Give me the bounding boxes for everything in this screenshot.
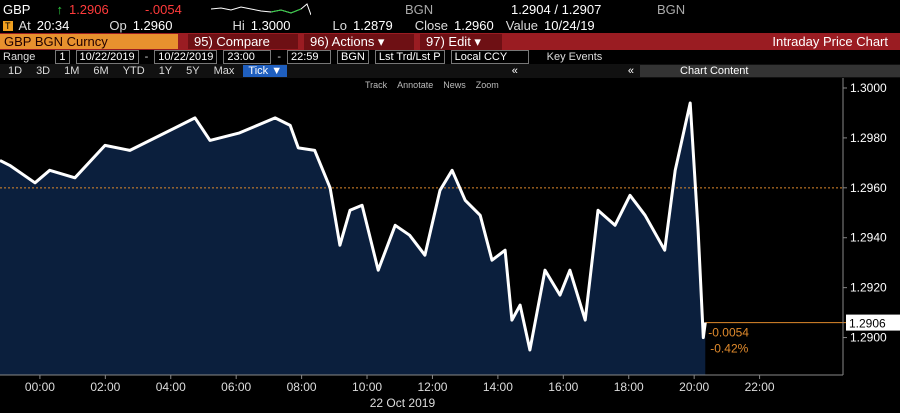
menu-bar: GBP BGN Curncy 95) Compare 96) Actions ▾… <box>0 33 900 50</box>
y-tick-label: 1.3000 <box>850 81 887 95</box>
period-button[interactable]: Max <box>213 65 235 77</box>
x-tick-label: 10:00 <box>352 380 382 394</box>
label: - <box>277 51 282 63</box>
field[interactable]: BGN <box>337 50 369 64</box>
x-tick-label: 22:00 <box>745 380 775 394</box>
period-button[interactable]: Tick ▼ <box>243 65 288 77</box>
period-button[interactable]: YTD <box>122 65 145 77</box>
x-tick-label: 00:00 <box>25 380 55 394</box>
area <box>0 103 706 375</box>
quote-bar: GBP ↑ 1.2906 -.0054 BGN 1.2904 / 1.2907 … <box>3 1 686 17</box>
y-tick-label: 1.2960 <box>850 181 887 195</box>
period-button[interactable]: 5Y <box>186 65 200 77</box>
label: Op <box>109 18 127 33</box>
field[interactable]: Lst Trd/Lst P <box>374 50 445 64</box>
tool[interactable]: News <box>443 80 466 90</box>
last-price-box <box>846 314 900 331</box>
x-tick-label: 04:00 <box>156 380 186 394</box>
stats-bar: T At 20:34 Op 1.2960 Hi 1.3000 Lo 1.2879 Clo… <box>0 18 900 33</box>
tools-bar: Track Annotate News Zoom <box>0 78 900 92</box>
change-pct-label: -0.42% <box>710 342 748 356</box>
y-tick-label: 1.2940 <box>850 231 887 245</box>
x-tick-label: 08:00 <box>287 380 317 394</box>
value: 1.2960 <box>132 18 173 33</box>
tool[interactable]: Track <box>365 80 388 90</box>
change-label: -0.0054 <box>708 326 749 340</box>
tool[interactable]: Annotate <box>397 80 434 90</box>
label: Range <box>3 51 36 63</box>
value: 10/24/19 <box>544 18 595 33</box>
field[interactable]: 23:00 <box>223 50 272 64</box>
x-tick-label: 18:00 <box>614 380 644 394</box>
button[interactable]: 96) Actions ▾ <box>304 33 414 50</box>
label: Lo <box>332 18 347 33</box>
period-button[interactable]: 1M <box>64 65 80 77</box>
change: -.0054 <box>144 1 182 17</box>
x-tick-label: 20:00 <box>679 380 709 394</box>
x-tick-label: 02:00 <box>90 380 120 394</box>
last: 1.2906 <box>68 1 109 17</box>
y-tick-label: 1.2900 <box>850 331 887 345</box>
x-axis-label: 22 Oct 2019 <box>370 396 436 410</box>
x-tick-label: 16:00 <box>548 380 578 394</box>
icon: T <box>3 20 13 31</box>
button[interactable]: 95) Compare <box>188 34 298 49</box>
x-tick-label: 06:00 <box>221 380 251 394</box>
period-bar: 1D 3D 1M 6M YTD 1Y 5Y Max Tick ▼ « « Chart Conten… <box>0 64 900 78</box>
period-button[interactable]: 6M <box>93 65 109 77</box>
y-tick-label: 1.2980 <box>850 131 887 145</box>
value: 20:34 <box>36 18 70 33</box>
tool[interactable]: Zoom <box>475 80 499 90</box>
label[interactable]: Key Events <box>546 51 603 63</box>
sparkline <box>210 3 311 16</box>
collapse[interactable]: « <box>511 65 518 77</box>
page-title: Intraday Price Chart <box>772 34 888 49</box>
label: Value <box>505 18 539 33</box>
field[interactable]: Local CCY <box>450 50 529 64</box>
range-bar: Range 1 10/22/2019 - 10/22/2019 23:00 - … <box>0 50 900 64</box>
line <box>0 101 707 352</box>
bid-ask: 1.2904 / 1.2907 <box>510 1 602 17</box>
x-tick-label: 14:00 <box>483 380 513 394</box>
source: BGN <box>404 1 434 17</box>
security[interactable]: GBP BGN Curncy <box>0 34 178 49</box>
label: Close <box>414 18 448 33</box>
ticker: GBP <box>3 1 31 17</box>
button[interactable]: 97) Edit ▾ <box>420 33 502 50</box>
field[interactable]: 1 <box>55 50 70 64</box>
y-tick-label: 1.2920 <box>850 281 887 295</box>
chart: 1.2900 1.2920 1.2940 1.2960 1.2980 1.3000 1.29… <box>0 78 900 410</box>
value: 1.3000 <box>250 18 291 33</box>
field[interactable]: 22:59 <box>287 50 332 64</box>
value: 1.2879 <box>352 18 393 33</box>
source: BGN <box>656 1 686 17</box>
last-price-label: 1.2906 <box>849 317 886 331</box>
period-button[interactable]: 3D <box>36 65 51 77</box>
label: - <box>144 51 149 63</box>
field[interactable]: 10/22/2019 <box>75 50 139 64</box>
value: 1.2960 <box>453 18 494 33</box>
period-button[interactable]: 1D <box>8 65 23 77</box>
label: Hi <box>232 18 245 33</box>
period-button[interactable]: 1Y <box>158 65 173 77</box>
label: At <box>18 18 31 33</box>
chart-content[interactable]: Chart Content <box>640 65 900 77</box>
field[interactable]: 10/22/2019 <box>154 50 218 64</box>
x-tick-label: 12:00 <box>417 380 447 394</box>
collapse[interactable]: « <box>627 65 634 77</box>
